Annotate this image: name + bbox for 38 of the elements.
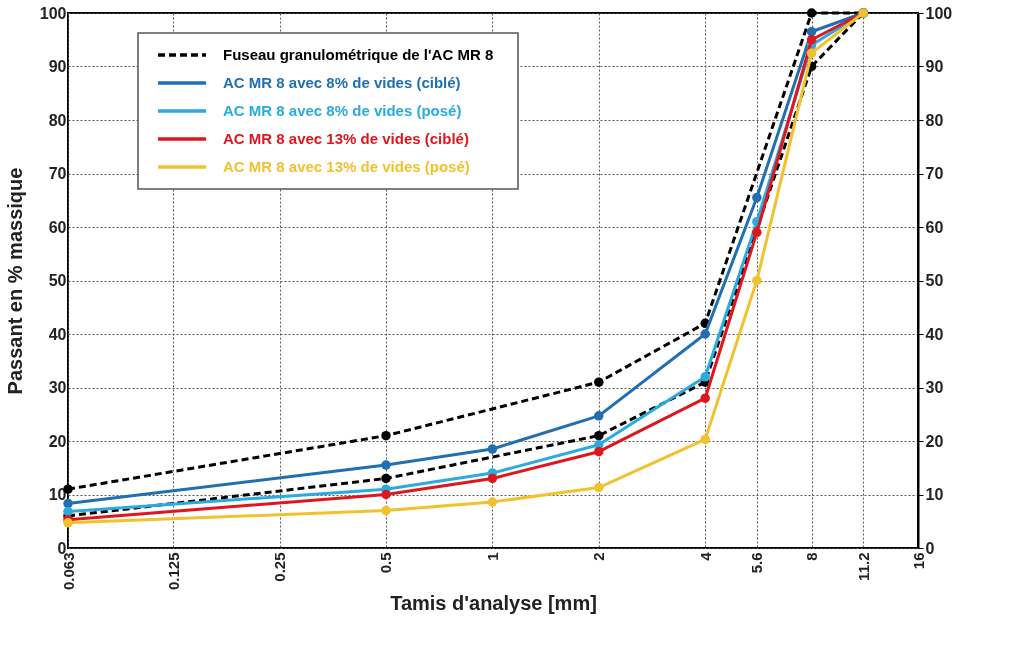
- y2-tick-label: 10: [925, 486, 944, 503]
- x-tick-label: 0.125: [164, 552, 182, 591]
- x-tick-label: 1: [483, 552, 501, 561]
- y2-tick-label: 70: [925, 165, 944, 182]
- x-axis-title: Tamis d'analyse [mm]: [390, 592, 597, 615]
- x-tick-label: 8: [803, 552, 821, 561]
- y-tick-label: 100: [39, 4, 67, 22]
- y-axis-title: Passant en % massique: [3, 167, 26, 395]
- y2-tick-label: 90: [925, 58, 944, 75]
- y-tick-label: 70: [48, 165, 67, 182]
- y-tick-label: 80: [48, 111, 67, 129]
- x-tick-label: 2: [590, 552, 608, 561]
- y-tick-label: 40: [48, 325, 67, 343]
- x-tick-label: 5.6: [748, 552, 766, 574]
- y-tick-label: 60: [48, 218, 67, 236]
- y2-tick-label: 40: [925, 325, 944, 343]
- legend-label: Fuseau granulométrique de l'AC MR 8: [223, 46, 494, 63]
- y-tick-label: 50: [48, 272, 67, 289]
- y-tick-label: 30: [48, 379, 67, 396]
- y2-tick-label: 100: [925, 4, 953, 22]
- x-tick-label: 16: [909, 552, 927, 570]
- y2-tick-label: 60: [925, 218, 944, 236]
- y-tick-label: 20: [48, 432, 67, 450]
- y2-tick-label: 80: [925, 111, 944, 129]
- y2-tick-label: 20: [925, 432, 944, 450]
- y2-tick-label: 50: [925, 272, 944, 289]
- x-tick-label: 0.25: [271, 552, 289, 582]
- legend-label: AC MR 8 avec 8% de vides (posé): [223, 102, 462, 119]
- x-tick-label: 0.5: [377, 552, 395, 574]
- y2-tick-label: 30: [925, 379, 944, 396]
- legend-label: AC MR 8 avec 13% de vides (posé): [223, 158, 470, 175]
- x-tick-label: 11.2: [854, 552, 872, 581]
- y2-tick-label: 0: [925, 539, 935, 557]
- y-tick-label: 90: [48, 58, 67, 75]
- legend-label: AC MR 8 avec 8% de vides (ciblé): [223, 74, 461, 91]
- y-tick-label: 10: [48, 486, 67, 503]
- legend-label: AC MR 8 avec 13% de vides (ciblé): [223, 130, 469, 147]
- x-tick-label: 4: [696, 551, 714, 561]
